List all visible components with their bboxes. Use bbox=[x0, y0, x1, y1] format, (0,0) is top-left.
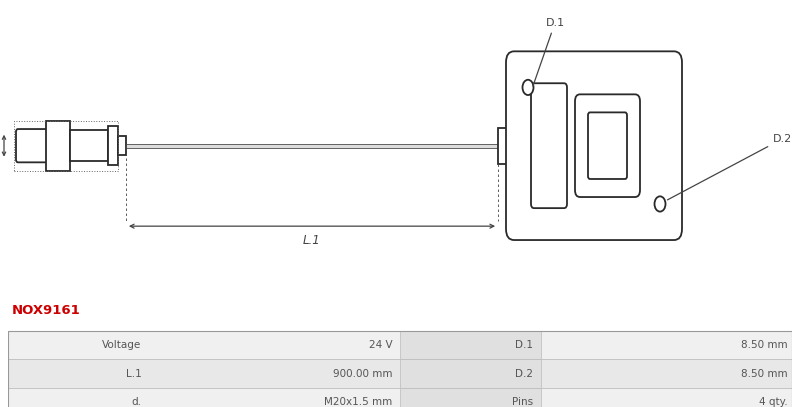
Bar bbox=[46, 121, 70, 171]
Text: d.: d. bbox=[131, 397, 142, 407]
Circle shape bbox=[654, 196, 666, 212]
Bar bbox=[118, 136, 126, 155]
Bar bbox=[8, 331, 792, 359]
Text: 24 V: 24 V bbox=[369, 340, 392, 350]
Bar bbox=[8, 359, 792, 388]
Text: M20x1.5 mm: M20x1.5 mm bbox=[324, 397, 392, 407]
FancyBboxPatch shape bbox=[506, 51, 682, 240]
FancyBboxPatch shape bbox=[575, 94, 640, 197]
FancyBboxPatch shape bbox=[531, 83, 567, 208]
Bar bbox=[400, 388, 541, 407]
Text: D.1: D.1 bbox=[515, 340, 534, 350]
Text: L.1: L.1 bbox=[126, 369, 142, 379]
Circle shape bbox=[522, 80, 534, 95]
Text: 900.00 mm: 900.00 mm bbox=[333, 369, 392, 379]
Bar bbox=[8, 388, 792, 407]
Text: D.2: D.2 bbox=[515, 369, 534, 379]
FancyBboxPatch shape bbox=[588, 112, 627, 179]
Bar bbox=[8, 331, 792, 407]
Text: NOX9161: NOX9161 bbox=[12, 304, 81, 317]
Bar bbox=[498, 128, 514, 164]
Text: Voltage: Voltage bbox=[102, 340, 142, 350]
Bar bbox=[400, 331, 541, 359]
Text: 4 qty.: 4 qty. bbox=[759, 397, 788, 407]
Text: 8.50 mm: 8.50 mm bbox=[742, 369, 788, 379]
Bar bbox=[70, 130, 108, 161]
Text: Pins: Pins bbox=[512, 397, 534, 407]
Text: 8.50 mm: 8.50 mm bbox=[742, 340, 788, 350]
Bar bbox=[14, 121, 118, 171]
Bar bbox=[126, 144, 498, 148]
Text: D.1: D.1 bbox=[533, 18, 565, 86]
Text: L.1: L.1 bbox=[303, 234, 321, 247]
Bar bbox=[400, 359, 541, 388]
Bar bbox=[108, 126, 118, 165]
Text: D.2: D.2 bbox=[667, 134, 792, 200]
FancyBboxPatch shape bbox=[16, 129, 48, 162]
